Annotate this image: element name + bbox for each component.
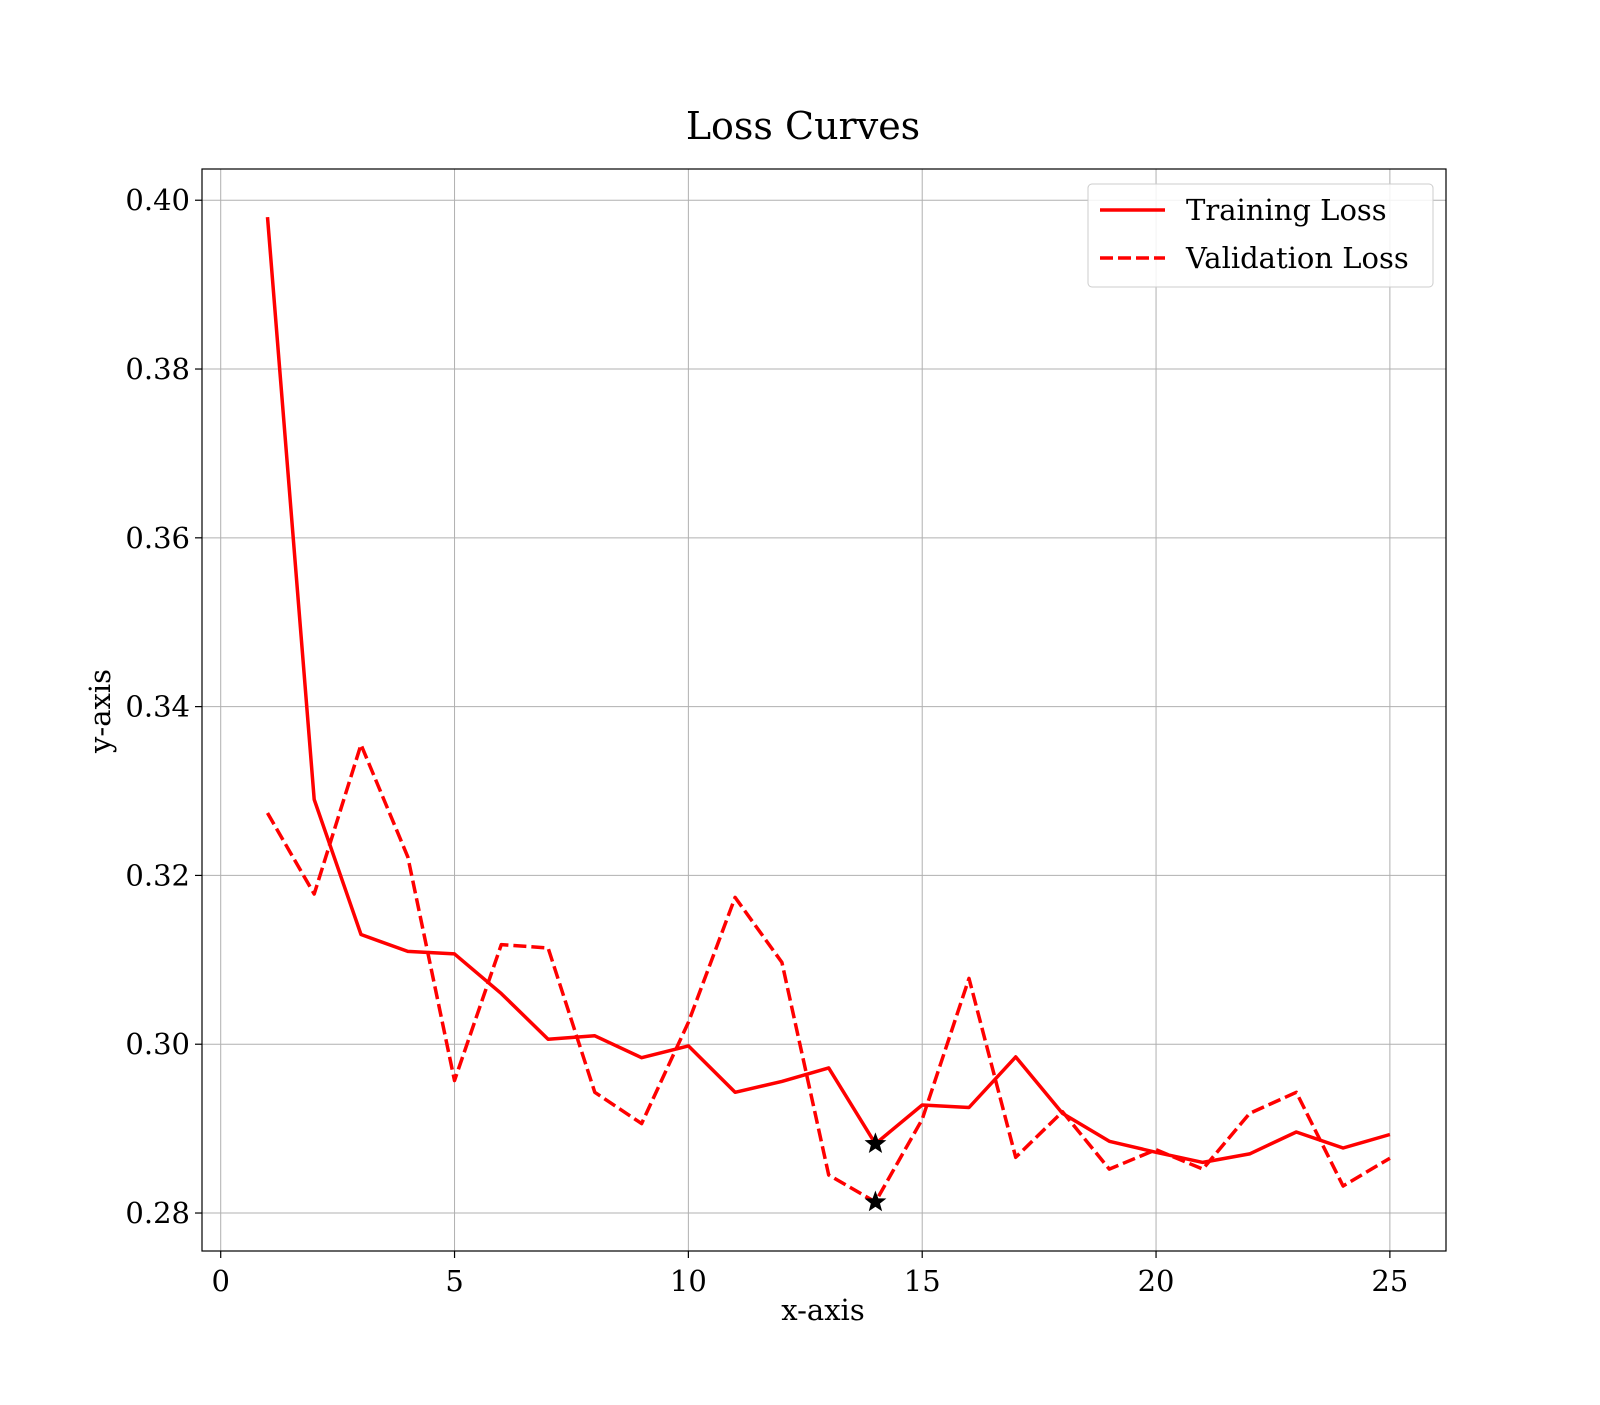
plot-frame [201, 168, 1447, 1252]
x-tick-label: 15 [904, 1264, 941, 1298]
legend: Training Loss Validation Loss [1087, 183, 1434, 288]
min-marker-star-training-loss [864, 1132, 887, 1154]
x-tick-label: 25 [1371, 1264, 1408, 1298]
y-tick-label: 0.40 [125, 183, 190, 217]
y-tick-label: 0.30 [125, 1027, 190, 1061]
legend-label-training-loss: Training Loss [1186, 193, 1387, 227]
y-tick-label: 0.36 [125, 521, 190, 555]
y-axis-label: y-axis [83, 669, 117, 754]
tick-layer: 0 5 10 15 20 25 0.28 0.30 0.32 0.34 0.36 0.38 0.40 [125, 183, 1408, 1298]
chart-title: Loss Curves [686, 104, 920, 148]
x-axis-label: x-axis [781, 1293, 864, 1327]
y-tick-label: 0.38 [125, 352, 190, 386]
legend-box [1087, 183, 1434, 288]
x-tick-label: 20 [1138, 1264, 1175, 1298]
legend-label-validation-loss: Validation Loss [1185, 241, 1409, 275]
x-tick-label: 5 [445, 1264, 463, 1298]
marker-layer [864, 1132, 887, 1212]
x-tick-label: 0 [211, 1264, 229, 1298]
y-tick-label: 0.28 [125, 1196, 190, 1230]
y-tick-label: 0.34 [125, 690, 190, 724]
y-tick-label: 0.32 [125, 858, 190, 892]
series-line-validation-loss [265, 742, 1391, 1204]
x-tick-label: 10 [670, 1264, 707, 1298]
series-line-training-loss [265, 216, 1391, 1165]
series-layer [265, 216, 1391, 1204]
min-marker-star-validation-loss [864, 1190, 887, 1212]
grid [202, 169, 1446, 1251]
